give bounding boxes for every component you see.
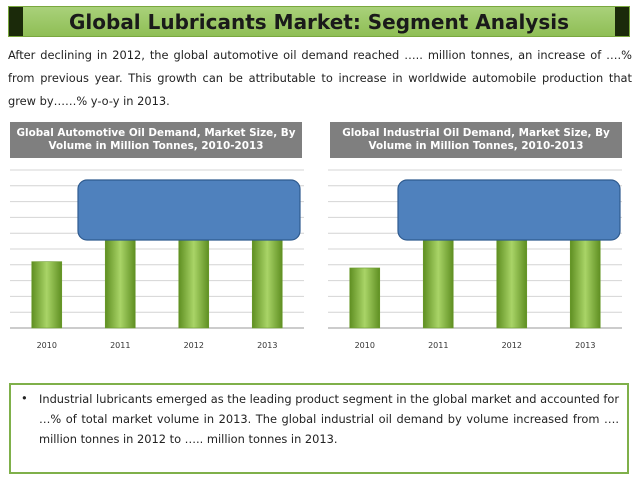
automotive-oil-chart: 2010 2011 2012 2013 (10, 169, 304, 350)
industrial-chart-title: Global Industrial Oil Demand, Market Siz… (330, 122, 622, 158)
summary-text: Industrial lubricants emerged as the lea… (39, 392, 619, 446)
tick-label: 2010 (355, 341, 375, 350)
summary-box: • Industrial lubricants emerged as the l… (9, 383, 629, 474)
tick-label: 2013 (575, 341, 595, 350)
tick-label: 2010 (37, 341, 57, 350)
title-banner: Global Lubricants Market: Segment Analys… (8, 6, 630, 37)
industrial-oil-chart: 2010 2011 2012 2013 (328, 169, 622, 350)
banner-corner-right (615, 7, 629, 36)
callout-box (77, 179, 301, 241)
bar-2010 (31, 261, 63, 329)
tick-label: 2011 (110, 341, 130, 350)
banner-corner-left (9, 7, 23, 36)
tick-label: 2011 (428, 341, 448, 350)
bar-2010 (349, 267, 381, 329)
bullet-marker: • (21, 391, 28, 405)
automotive-chart-title: Global Automotive Oil Demand, Market Siz… (10, 122, 302, 158)
tick-label: 2012 (184, 341, 204, 350)
intro-paragraph: After declining in 2012, the global auto… (8, 48, 632, 108)
tick-label: 2012 (502, 341, 522, 350)
page-title: Global Lubricants Market: Segment Analys… (68, 9, 569, 34)
callout-box (397, 179, 621, 241)
tick-label: 2013 (257, 341, 277, 350)
